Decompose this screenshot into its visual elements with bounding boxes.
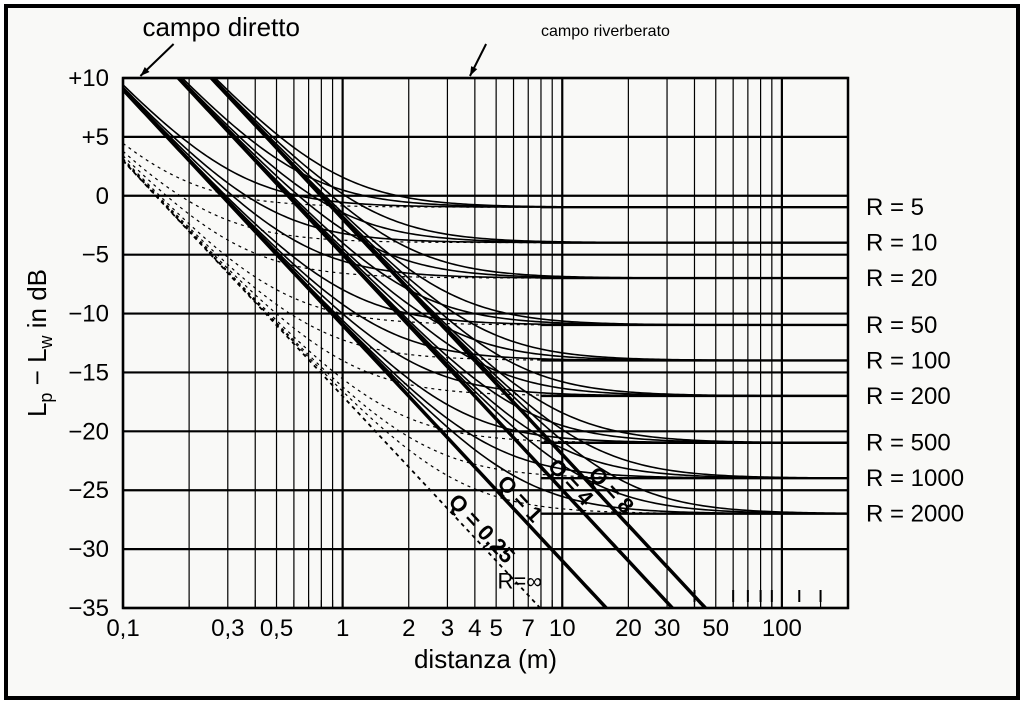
svg-text:5: 5 bbox=[489, 615, 502, 642]
svg-text:−35: −35 bbox=[68, 595, 109, 622]
svg-text:+10: +10 bbox=[68, 65, 109, 92]
svg-text:2: 2 bbox=[402, 615, 415, 642]
svg-text:R = 20: R = 20 bbox=[866, 265, 937, 292]
svg-text:−20: −20 bbox=[68, 418, 109, 445]
svg-text:+5: +5 bbox=[82, 124, 109, 151]
svg-text:10: 10 bbox=[549, 615, 576, 642]
svg-text:3: 3 bbox=[441, 615, 454, 642]
svg-text:−10: −10 bbox=[68, 301, 109, 328]
svg-text:R = 1000: R = 1000 bbox=[866, 465, 964, 492]
svg-text:R = 200: R = 200 bbox=[866, 383, 951, 410]
chart-svg: 0,1 0,3 0,5 1 23457 10 20 30 50 100 −35 −30 −25 −20 −1… bbox=[8, 8, 1016, 696]
svg-text:0,5: 0,5 bbox=[260, 615, 293, 642]
svg-text:50: 50 bbox=[702, 615, 729, 642]
svg-text:0,1: 0,1 bbox=[106, 615, 139, 642]
svg-text:1: 1 bbox=[336, 615, 349, 642]
svg-text:7: 7 bbox=[522, 615, 535, 642]
svg-text:R = 10: R = 10 bbox=[866, 230, 937, 257]
svg-text:R = 5: R = 5 bbox=[866, 194, 924, 221]
svg-text:20: 20 bbox=[615, 615, 642, 642]
svg-text:0,3: 0,3 bbox=[211, 615, 244, 642]
svg-text:30: 30 bbox=[654, 615, 681, 642]
svg-text:R = 100: R = 100 bbox=[866, 347, 951, 374]
svg-text:−5: −5 bbox=[82, 242, 109, 269]
svg-text:campo riverberato: campo riverberato bbox=[541, 23, 670, 40]
svg-text:Lp − Lw in dB: Lp − Lw in dB bbox=[22, 269, 56, 417]
svg-text:−30: −30 bbox=[68, 536, 109, 563]
svg-text:R=∞: R=∞ bbox=[497, 568, 541, 593]
svg-text:−15: −15 bbox=[68, 359, 109, 386]
svg-text:R = 2000: R = 2000 bbox=[866, 501, 964, 528]
svg-text:100: 100 bbox=[762, 615, 802, 642]
svg-text:R = 500: R = 500 bbox=[866, 430, 951, 457]
svg-text:−25: −25 bbox=[68, 477, 109, 504]
svg-text:0: 0 bbox=[96, 183, 109, 210]
chart-frame: 0,1 0,3 0,5 1 23457 10 20 30 50 100 −35 −30 −25 −20 −1… bbox=[4, 4, 1020, 700]
svg-text:R = 50: R = 50 bbox=[866, 312, 937, 339]
svg-text:campo diretto: campo diretto bbox=[142, 12, 300, 42]
svg-text:4: 4 bbox=[468, 615, 481, 642]
svg-text:distanza (m): distanza (m) bbox=[414, 644, 557, 674]
